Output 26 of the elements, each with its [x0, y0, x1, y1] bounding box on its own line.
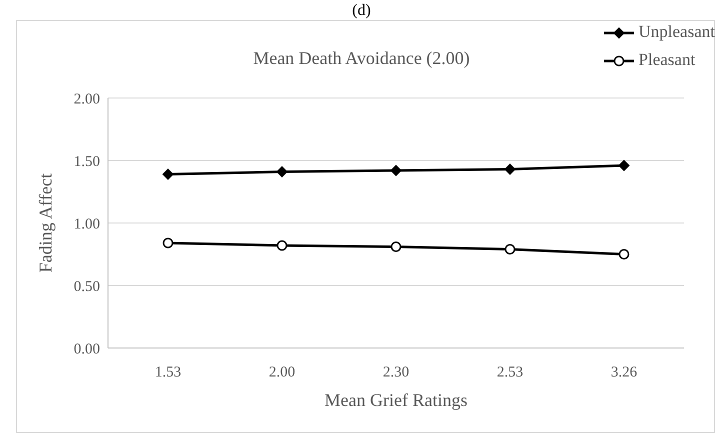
y-tick-label: 1.00	[74, 216, 100, 232]
point	[504, 164, 516, 175]
point	[162, 168, 174, 180]
point	[162, 238, 174, 248]
point	[390, 165, 402, 176]
point	[618, 249, 630, 260]
x-tick-label: 2.00	[268, 364, 296, 381]
text: (d)	[351, 2, 372, 20]
y-tick-label: 1.50	[74, 154, 100, 170]
x-axis-title: Mean Grief Ratings	[324, 390, 468, 410]
point	[276, 240, 288, 251]
y-tick-label: 0.50	[74, 278, 100, 295]
point	[390, 242, 402, 252]
legend-label: Pleasant	[638, 50, 696, 70]
y-tick-label: 2.00	[74, 91, 100, 108]
point	[504, 244, 516, 254]
x-tick-label: 1.53	[154, 364, 182, 381]
point	[276, 166, 288, 178]
x-tick-label: 3.26	[610, 364, 638, 381]
y-axis-title: Fading Affect	[35, 173, 56, 273]
chart-title: Mean Death Avoidance (2.00)	[253, 48, 470, 68]
y-tick-label: 0.00	[74, 341, 100, 358]
x-tick-label: 2.53	[496, 364, 524, 381]
x-tick-label: 2.30	[382, 364, 410, 381]
point	[618, 160, 630, 171]
legend-label: Unpleasant	[638, 22, 715, 42]
